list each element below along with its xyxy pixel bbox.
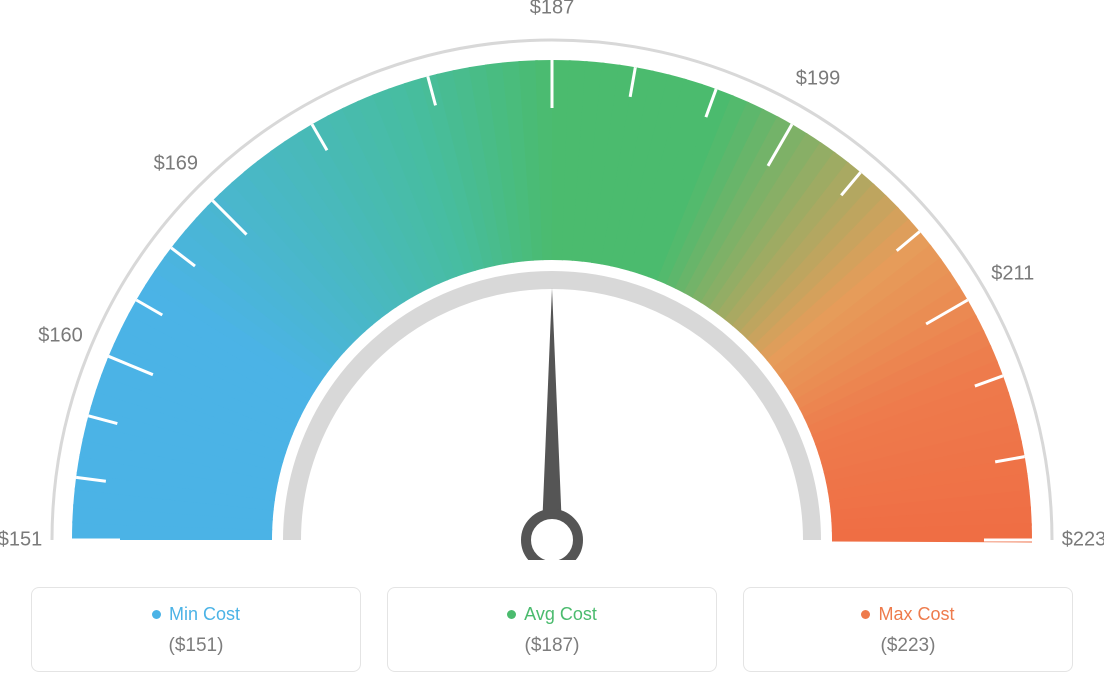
legend-title-avg: Avg Cost xyxy=(507,604,597,625)
legend-value-avg: ($187) xyxy=(398,635,706,657)
legend-dot-min xyxy=(152,610,161,619)
legend-label-min: Min Cost xyxy=(169,604,240,625)
legend-card-max: Max Cost ($223) xyxy=(743,587,1073,672)
legend-value-min: ($151) xyxy=(42,635,350,657)
tick-label: $169 xyxy=(154,152,199,175)
legend-row: Min Cost ($151) Avg Cost ($187) Max Cost… xyxy=(0,587,1104,672)
tick-label: $160 xyxy=(38,325,83,348)
legend-dot-max xyxy=(861,610,870,619)
tick-label: $151 xyxy=(0,529,42,552)
legend-title-min: Min Cost xyxy=(152,604,240,625)
legend-value-max: ($223) xyxy=(754,635,1062,657)
tick-label: $211 xyxy=(991,263,1034,286)
tick-label: $199 xyxy=(796,68,841,91)
gauge-svg xyxy=(0,0,1104,560)
legend-card-avg: Avg Cost ($187) xyxy=(387,587,717,672)
legend-title-max: Max Cost xyxy=(861,604,954,625)
legend-label-max: Max Cost xyxy=(878,604,954,625)
legend-label-avg: Avg Cost xyxy=(524,604,597,625)
legend-card-min: Min Cost ($151) xyxy=(31,587,361,672)
legend-dot-avg xyxy=(507,610,516,619)
cost-gauge: $151 $160 $169 $187 $199 $211 $223 xyxy=(0,0,1104,560)
tick-label: $187 xyxy=(530,0,575,20)
tick-label: $223 xyxy=(1062,529,1104,552)
